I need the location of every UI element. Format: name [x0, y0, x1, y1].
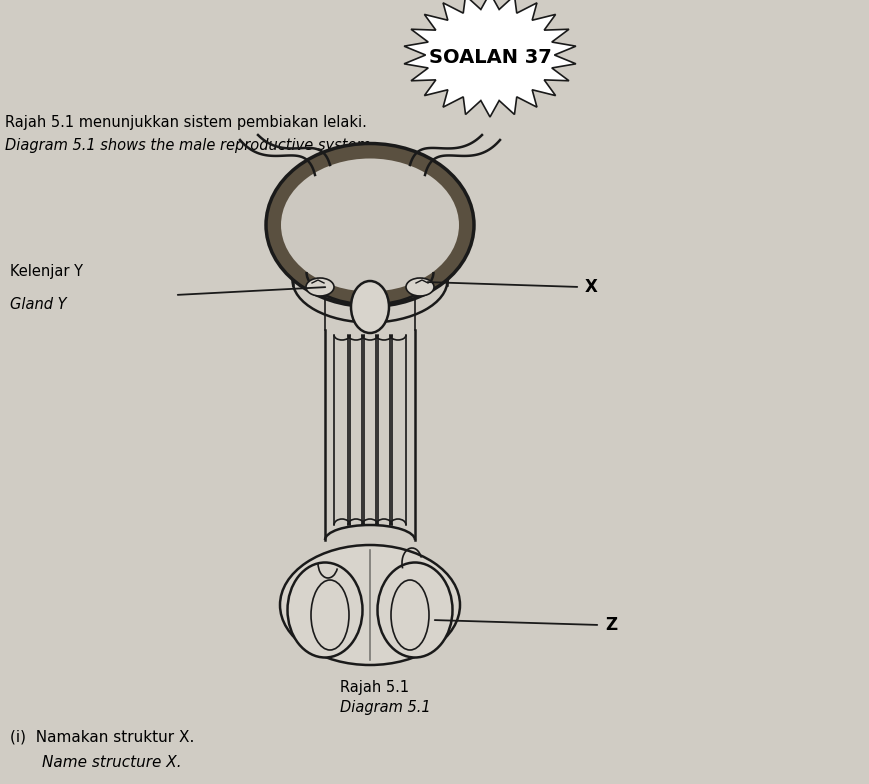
Ellipse shape: [287, 562, 362, 658]
Text: Rajah 5.1 menunjukkan sistem pembiakan lelaki.: Rajah 5.1 menunjukkan sistem pembiakan l…: [5, 115, 367, 130]
Text: Z: Z: [604, 616, 616, 634]
Text: Kelenjar Y: Kelenjar Y: [10, 264, 83, 279]
Text: Diagram 5.1 shows the male reproductive system.: Diagram 5.1 shows the male reproductive …: [5, 138, 375, 153]
Ellipse shape: [280, 545, 460, 665]
Text: Gland Y: Gland Y: [10, 297, 66, 312]
Text: (i)  Namakan struktur X.: (i) Namakan struktur X.: [10, 730, 194, 745]
Ellipse shape: [390, 580, 428, 650]
Ellipse shape: [281, 158, 459, 292]
Ellipse shape: [406, 278, 434, 296]
Ellipse shape: [310, 580, 348, 650]
Ellipse shape: [266, 143, 474, 307]
Ellipse shape: [306, 278, 334, 296]
Ellipse shape: [377, 562, 452, 658]
Text: Name structure X.: Name structure X.: [42, 755, 182, 770]
Text: X: X: [584, 278, 597, 296]
Text: SOALAN 37: SOALAN 37: [428, 48, 551, 67]
Ellipse shape: [350, 281, 388, 333]
Text: Rajah 5.1: Rajah 5.1: [340, 680, 408, 695]
Text: Diagram 5.1: Diagram 5.1: [340, 700, 430, 715]
Polygon shape: [403, 0, 575, 117]
